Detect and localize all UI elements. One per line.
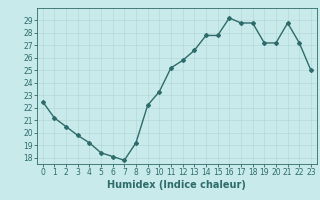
X-axis label: Humidex (Indice chaleur): Humidex (Indice chaleur)	[108, 180, 246, 190]
